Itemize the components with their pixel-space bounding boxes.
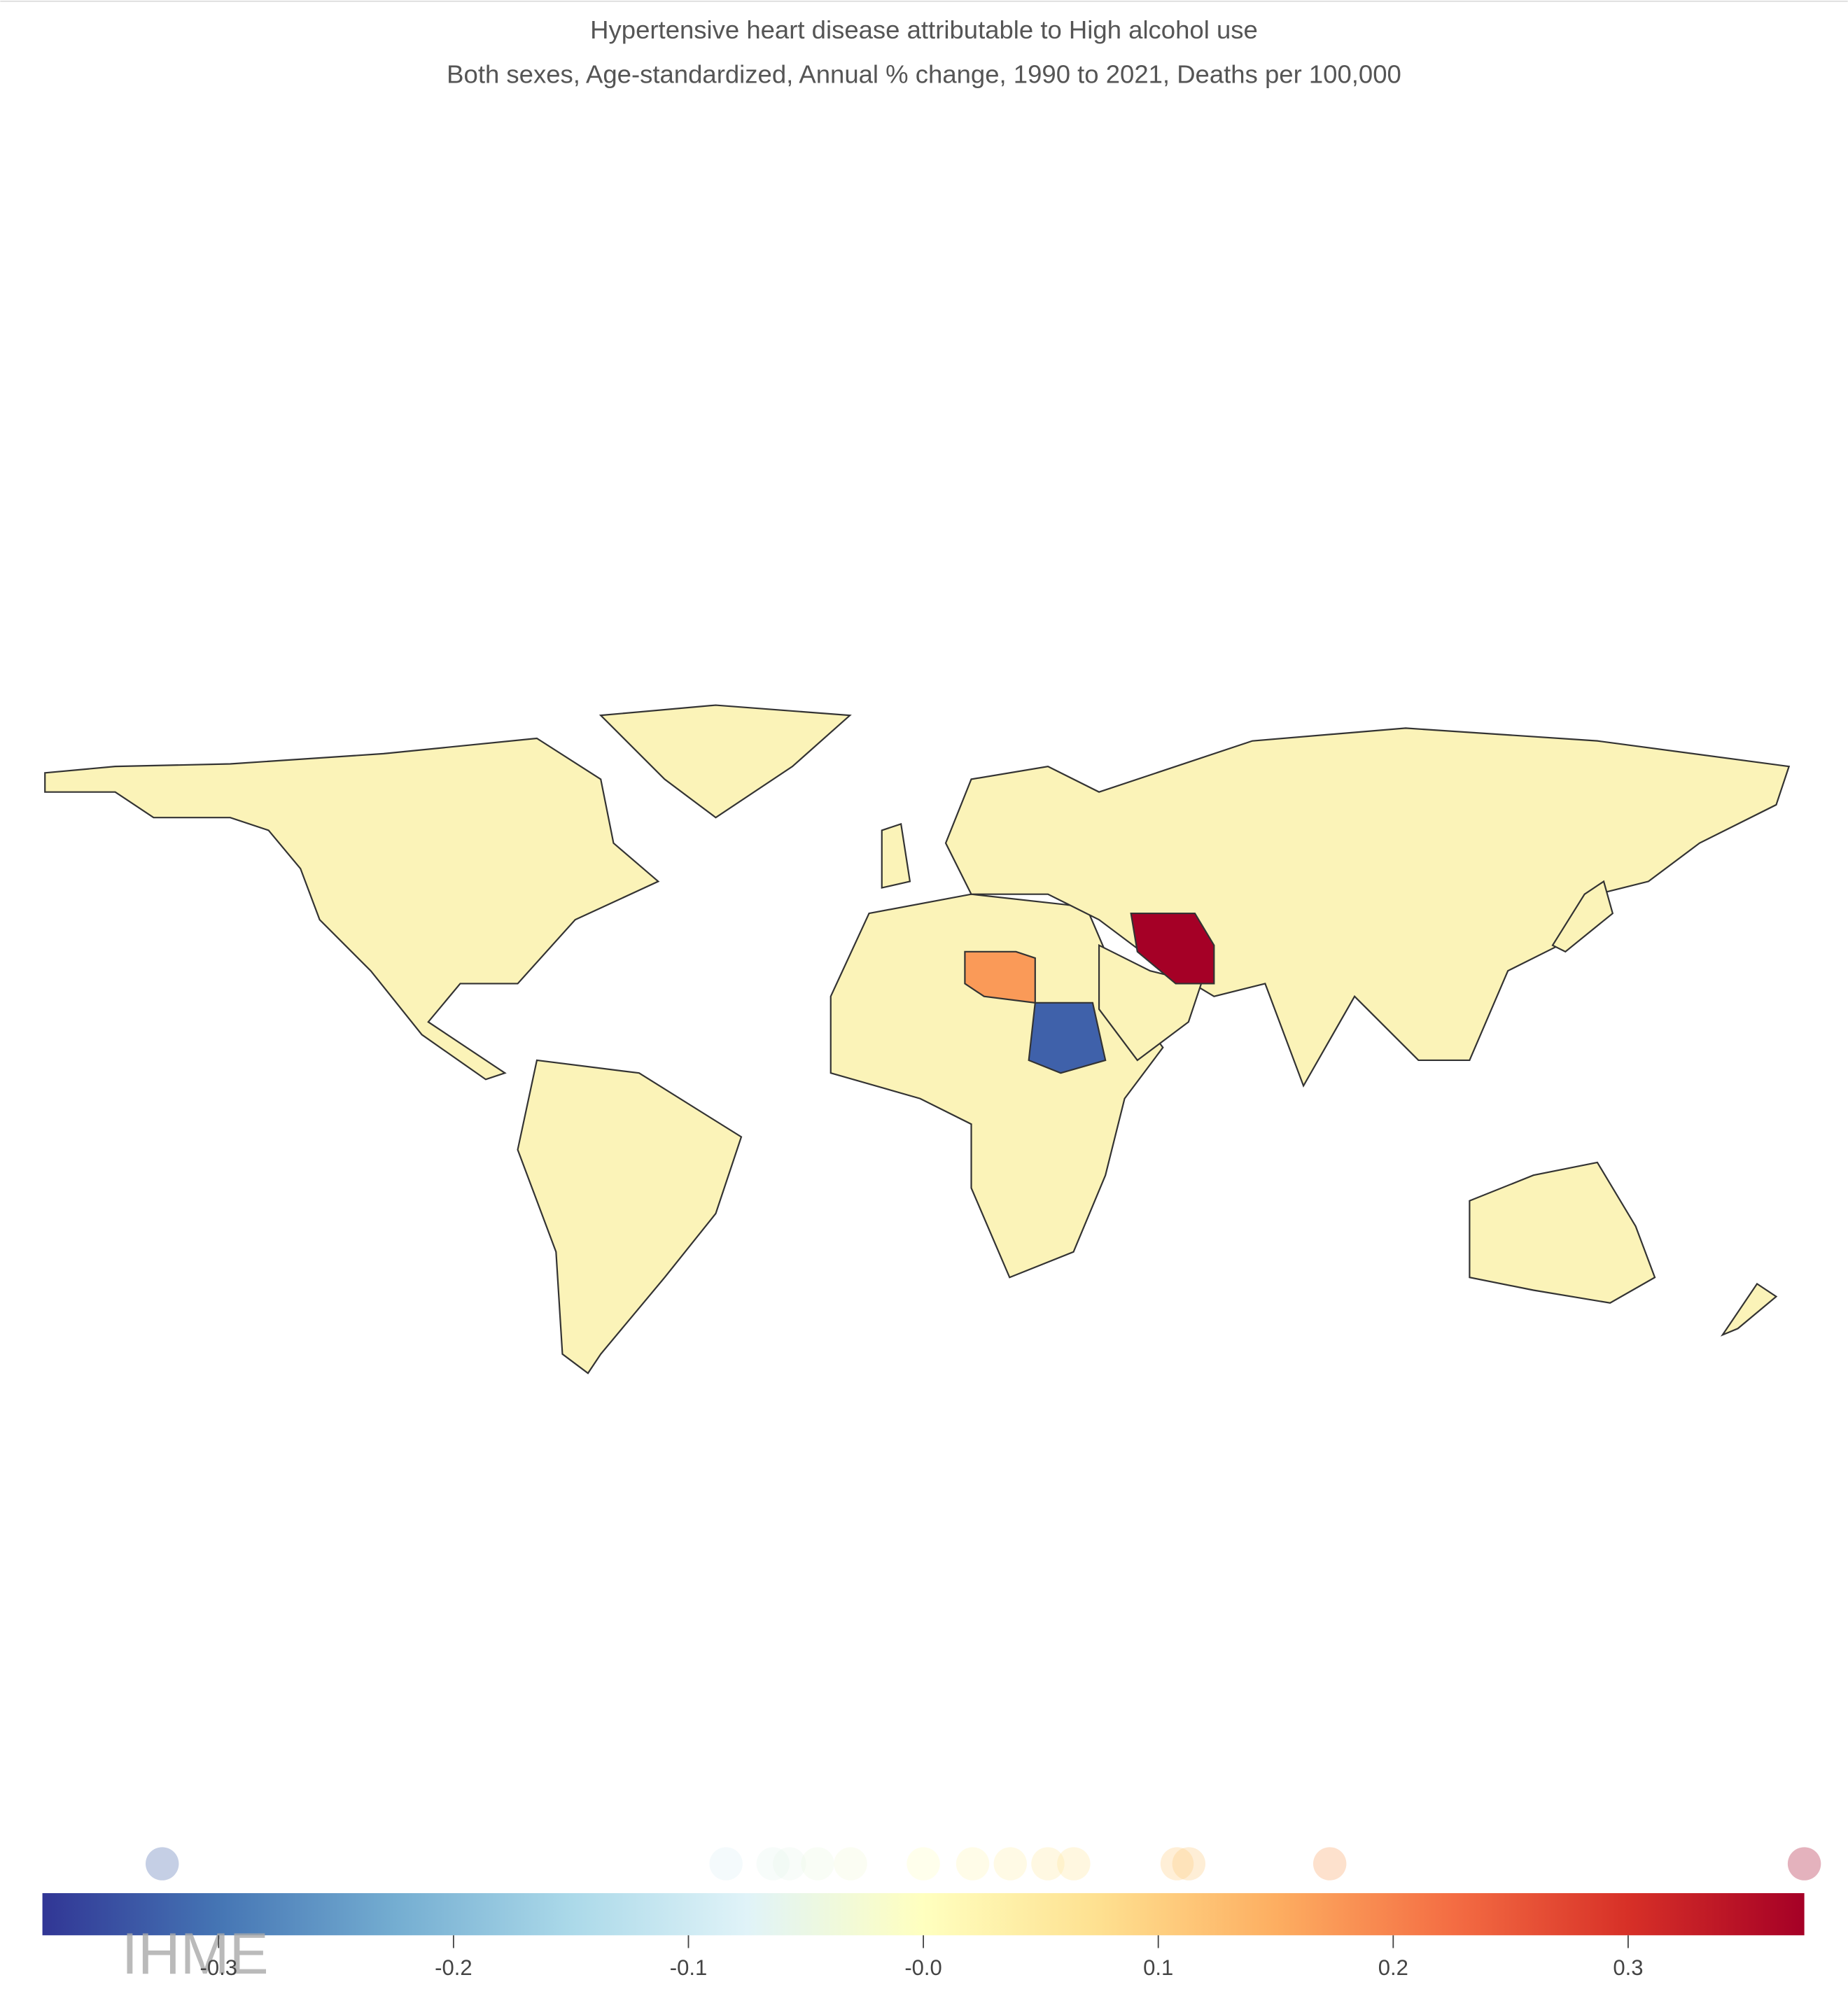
tick-label: 0.1	[1143, 1955, 1173, 1980]
legend-marker	[801, 1847, 834, 1881]
watermark: IHME	[122, 1920, 269, 1986]
legend-marker	[993, 1847, 1027, 1881]
tick-label: 0.3	[1613, 1955, 1643, 1980]
south-america	[517, 1059, 743, 1375]
africa	[830, 893, 1164, 1279]
arabia	[1098, 943, 1203, 1062]
legend-marker	[709, 1847, 743, 1881]
uk	[881, 822, 911, 889]
chart-title: Hypertensive heart disease attributable …	[590, 15, 1258, 44]
sudan	[1028, 1002, 1107, 1074]
legend-marker	[955, 1847, 990, 1881]
legend-marker	[773, 1847, 806, 1881]
japan	[1551, 880, 1614, 953]
highlighted-countries	[964, 912, 1215, 1074]
legend-marker	[146, 1847, 179, 1881]
legend-marker	[1031, 1847, 1065, 1881]
libya	[964, 950, 1036, 1004]
tick-label: -0.0	[904, 1955, 941, 1980]
legend-marker	[1787, 1847, 1821, 1881]
legend-marker	[756, 1847, 790, 1881]
tick-label: -0.3	[200, 1955, 237, 1980]
australia	[1469, 1161, 1656, 1304]
new-zealand	[1720, 1282, 1778, 1337]
legend-marker	[1312, 1847, 1347, 1881]
legend-marker	[1160, 1847, 1194, 1881]
legend-marker	[1057, 1847, 1091, 1881]
tick-label: -0.2	[435, 1955, 472, 1980]
iran	[1130, 912, 1215, 985]
legend-marker	[1172, 1847, 1206, 1881]
legend-marker	[834, 1847, 867, 1881]
chart-subtitle: Both sexes, Age-standardized, Annual % c…	[447, 60, 1401, 89]
colorbar	[42, 1893, 1805, 1936]
world-map	[44, 704, 1791, 1375]
tick-label: -0.1	[670, 1955, 707, 1980]
tick-label: 0.2	[1378, 1955, 1408, 1980]
legend-marker	[906, 1847, 940, 1881]
greenland	[598, 704, 852, 819]
north-america	[44, 737, 660, 1081]
